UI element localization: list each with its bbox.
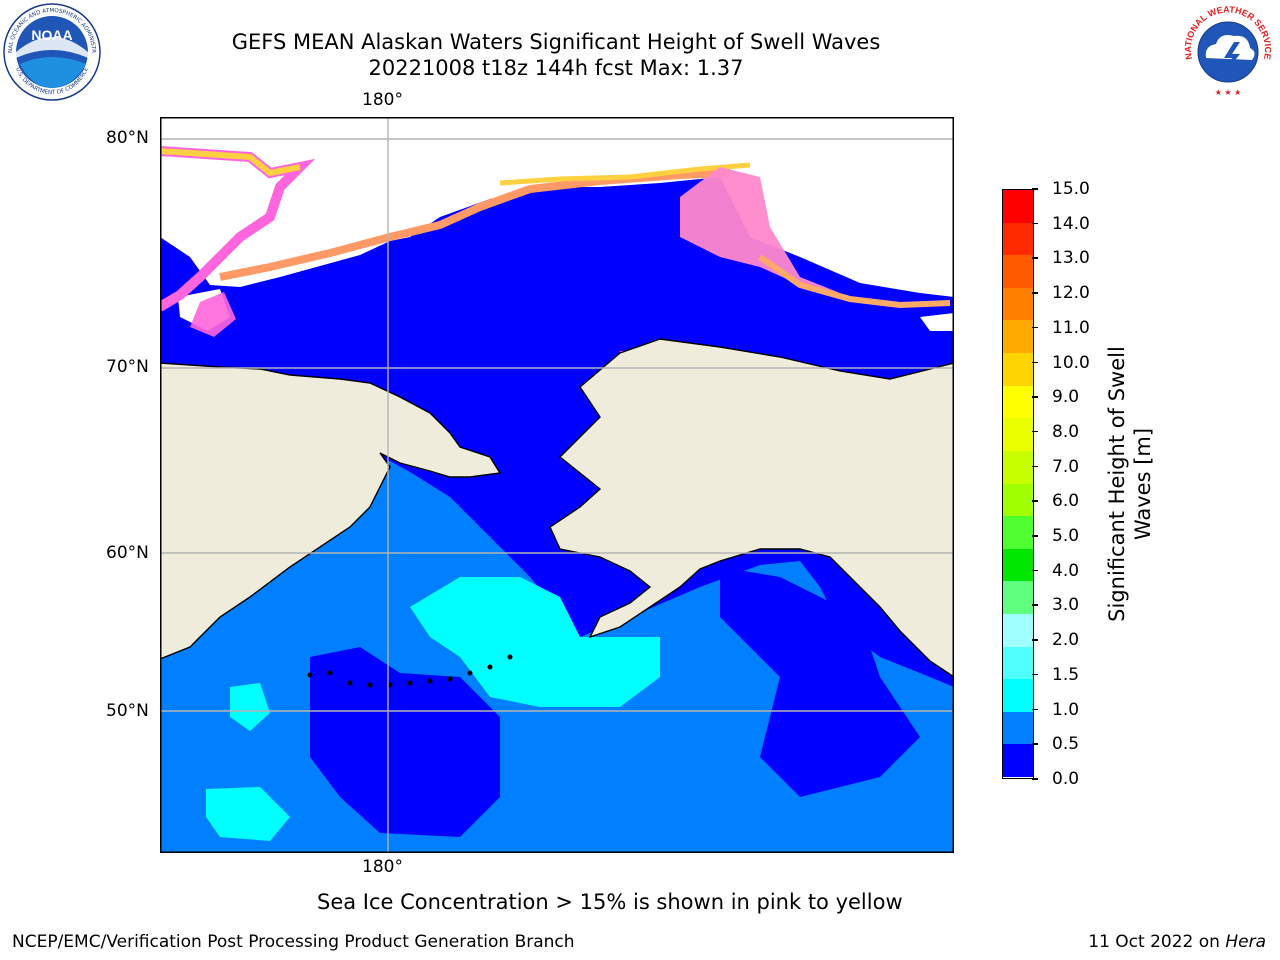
ocean-low-swell-pocket-south <box>310 647 500 837</box>
sea-ice-edge-orange-east <box>758 254 951 309</box>
colorbar-tick-mark <box>1032 430 1038 433</box>
colorbar-segment <box>1003 613 1033 648</box>
lon-label-top: 180° <box>362 90 403 110</box>
colorbar-segment <box>1003 548 1033 582</box>
colorbar-tick-label: 6.0 <box>1052 491 1080 512</box>
colorbar-segment <box>1003 711 1033 745</box>
colorbar-tick-label: 9.0 <box>1052 387 1080 408</box>
colorbar-tick-mark <box>1032 257 1038 259</box>
ocean-high-swell-zone-center <box>410 577 660 707</box>
colorbar-tick-mark <box>1032 639 1038 641</box>
ocean-high-swell-zone-southwest <box>206 787 290 841</box>
lat-label-60n: 60°N <box>106 543 149 563</box>
sea-ice-edge-yellow <box>160 148 301 177</box>
footer-right: 11 Oct 2022 on Hera <box>1088 932 1266 952</box>
colorbar-tick-label: 2.0 <box>1052 630 1080 651</box>
colorbar-tick-mark <box>1032 396 1038 398</box>
colorbar-tick-label: 0.5 <box>1052 734 1080 755</box>
lat-label-80n: 80°N <box>106 128 149 148</box>
colorbar-tick-label: 13.0 <box>1052 248 1090 269</box>
colorbar-tick-label: 11.0 <box>1052 317 1090 338</box>
colorbar-tick-mark <box>1032 743 1038 745</box>
colorbar-segment <box>1003 190 1033 224</box>
sea-ice-patch-left <box>190 292 236 337</box>
colorbar-segment <box>1003 744 1033 778</box>
sea-ice-pink-patch-east <box>680 167 840 293</box>
colorbar-tick-mark <box>1032 292 1038 294</box>
colorbar-tick-label: 5.0 <box>1052 526 1080 547</box>
colorbar-tick-mark <box>1032 673 1038 676</box>
colorbar-tick-mark <box>1032 465 1038 468</box>
footer-date: 11 Oct 2022 on <box>1088 932 1226 952</box>
colorbar-tick-mark <box>1032 361 1038 364</box>
sea-ice-note: Sea Ice Concentration > 15% is shown in … <box>317 890 903 914</box>
svg-text:★ ★ ★: ★ ★ ★ <box>1215 88 1242 97</box>
colorbar-tick-label: 4.0 <box>1052 560 1080 581</box>
colorbar-tick-label: 7.0 <box>1052 456 1080 477</box>
land-alaska <box>549 338 954 678</box>
colorbar-segment <box>1003 646 1033 680</box>
colorbar-segment <box>1003 483 1033 517</box>
arctic-ice-patch-east <box>920 313 954 331</box>
sea-ice-edge-yellow-1 <box>499 162 751 186</box>
colorbar-segment <box>1003 418 1033 452</box>
colorbar-tick-label: 12.0 <box>1052 283 1090 304</box>
chart-title: GEFS MEAN Alaskan Waters Significant Hei… <box>231 30 881 54</box>
colorbar-segment <box>1003 385 1033 419</box>
colorbar-tick-mark <box>1032 569 1038 572</box>
colorbar-tick-label: 8.0 <box>1052 421 1080 442</box>
colorbar-tick-mark <box>1032 778 1038 780</box>
colorbar-tick-label: 1.0 <box>1052 699 1080 720</box>
colorbar-tick-label: 10.0 <box>1052 352 1090 373</box>
colorbar-segment <box>1003 679 1033 713</box>
colorbar-tick-label: 0.0 <box>1052 769 1080 789</box>
swell-height-map <box>160 117 954 853</box>
colorbar-segment <box>1003 222 1033 256</box>
colorbar-tick-label: 15.0 <box>1052 179 1090 199</box>
aleutian-islands <box>307 654 513 688</box>
colorbar-segment <box>1003 320 1033 354</box>
colorbar-segment <box>1003 287 1033 321</box>
land-siberia <box>160 362 502 660</box>
colorbar-tick-mark <box>1032 188 1038 190</box>
colorbar-tick-mark <box>1032 708 1038 711</box>
footer-left: NCEP/EMC/Verification Post Processing Pr… <box>12 932 575 952</box>
lat-label-50n: 50°N <box>106 701 149 721</box>
lat-label-70n: 70°N <box>106 357 149 377</box>
colorbar-segment <box>1003 353 1033 387</box>
nws-logo: NATIONAL WEATHER SERVICE ★ ★ ★ <box>1180 4 1276 100</box>
colorbar-segment <box>1003 450 1033 484</box>
noaa-logo-text: NOAA <box>31 27 72 43</box>
colorbar-label: Significant Height of Swell Waves [m] <box>1105 346 1155 622</box>
colorbar-tick-mark <box>1032 604 1038 606</box>
colorbar-segment <box>1003 516 1033 550</box>
colorbar-tick-label: 3.0 <box>1052 595 1080 616</box>
lon-label-bottom: 180° <box>362 857 403 877</box>
colorbar-tick-mark <box>1032 535 1038 537</box>
ocean-high-swell-zone-west <box>230 683 270 731</box>
colorbar-tick-mark <box>1032 326 1038 329</box>
colorbar-tick-label: 1.5 <box>1052 664 1080 685</box>
colorbar-tick-label: 14.0 <box>1052 213 1090 234</box>
colorbar <box>1002 189 1034 779</box>
chart-subtitle: 20221008 t18z 144h fcst Max: 1.37 <box>368 56 744 80</box>
arctic-no-data-area <box>160 117 954 297</box>
colorbar-segment <box>1003 255 1033 289</box>
noaa-logo: NOAA NATIONAL OCEANIC AND ATMOSPHERIC AD… <box>2 2 101 101</box>
colorbar-tick-mark <box>1032 222 1038 225</box>
footer-host: Hera <box>1225 932 1266 952</box>
colorbar-tick-mark <box>1032 500 1038 502</box>
graticule <box>160 117 954 853</box>
colorbar-segment <box>1003 581 1033 615</box>
ocean-low-swell-pocket-southeast <box>720 567 920 797</box>
